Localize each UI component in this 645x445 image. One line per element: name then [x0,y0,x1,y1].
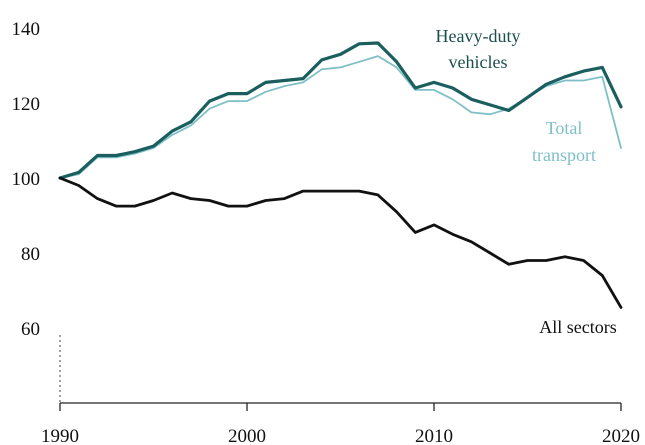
chart-axes: 1990 2000 2010 2020 140 120 100 80 60 [12,19,641,445]
x-tick-label: 2010 [415,426,453,445]
x-tick-label: 2000 [228,426,266,445]
chart-series-labels: Heavy-duty vehicles Total transport All sect… [436,26,617,337]
chart-series-lines [58,41,623,309]
y-tick-label: 100 [12,169,41,190]
series-line-all-sectors [58,176,623,309]
series-label-all-sectors: All sectors [539,317,616,337]
series-line-heavy-duty-vehicles [58,41,623,180]
series-label-total-transport: Total [546,118,583,138]
series-label-heavy-duty-vehicles: Heavy-duty [436,26,521,46]
series-label-heavy-duty-vehicles: vehicles [449,52,508,72]
x-tick-label: 1990 [41,426,79,445]
y-tick-label: 140 [12,19,41,40]
y-tick-label: 80 [21,244,40,265]
series-label-total-transport: transport [532,145,596,165]
y-tick-label: 120 [12,94,41,115]
y-tick-label: 60 [21,319,40,340]
x-tick-label: 2020 [602,426,640,445]
